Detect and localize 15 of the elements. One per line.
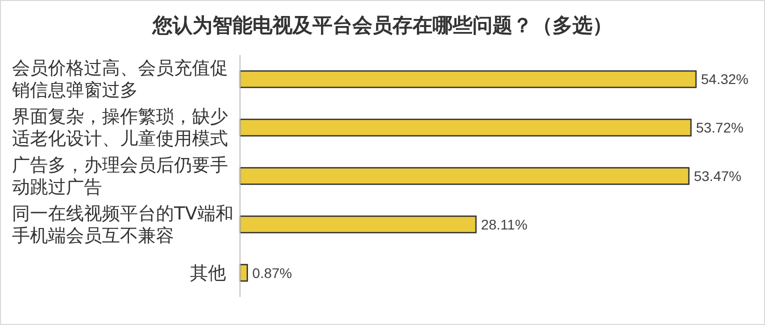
y-tick-label: 其他 [190, 262, 226, 284]
bar [239, 118, 692, 136]
bar [239, 70, 697, 88]
y-tick-label: 同一在线视频平台的TV端和手机端会员互不兼容 [12, 203, 234, 246]
y-tick-label: 界面复杂，操作繁琐，缺少适老化设计、儿童使用模式 [12, 106, 228, 150]
data-label: 53.72% [696, 120, 744, 136]
y-tick-label: 会员价格过高、会员充值促销信息弹窗过多 [11, 58, 228, 102]
bar [239, 167, 690, 185]
data-label: 54.32% [701, 71, 748, 88]
data-label: 0.87% [252, 264, 292, 281]
bar [239, 216, 477, 234]
data-label: 28.11% [480, 216, 528, 232]
y-tick-label: 广告多，办理会员后仍要手动跳过广告 [12, 155, 228, 198]
chart-title: 您认为智能电视及平台会员存在哪些问题？（多选） [152, 13, 612, 37]
data-label: 53.47% [694, 168, 742, 184]
